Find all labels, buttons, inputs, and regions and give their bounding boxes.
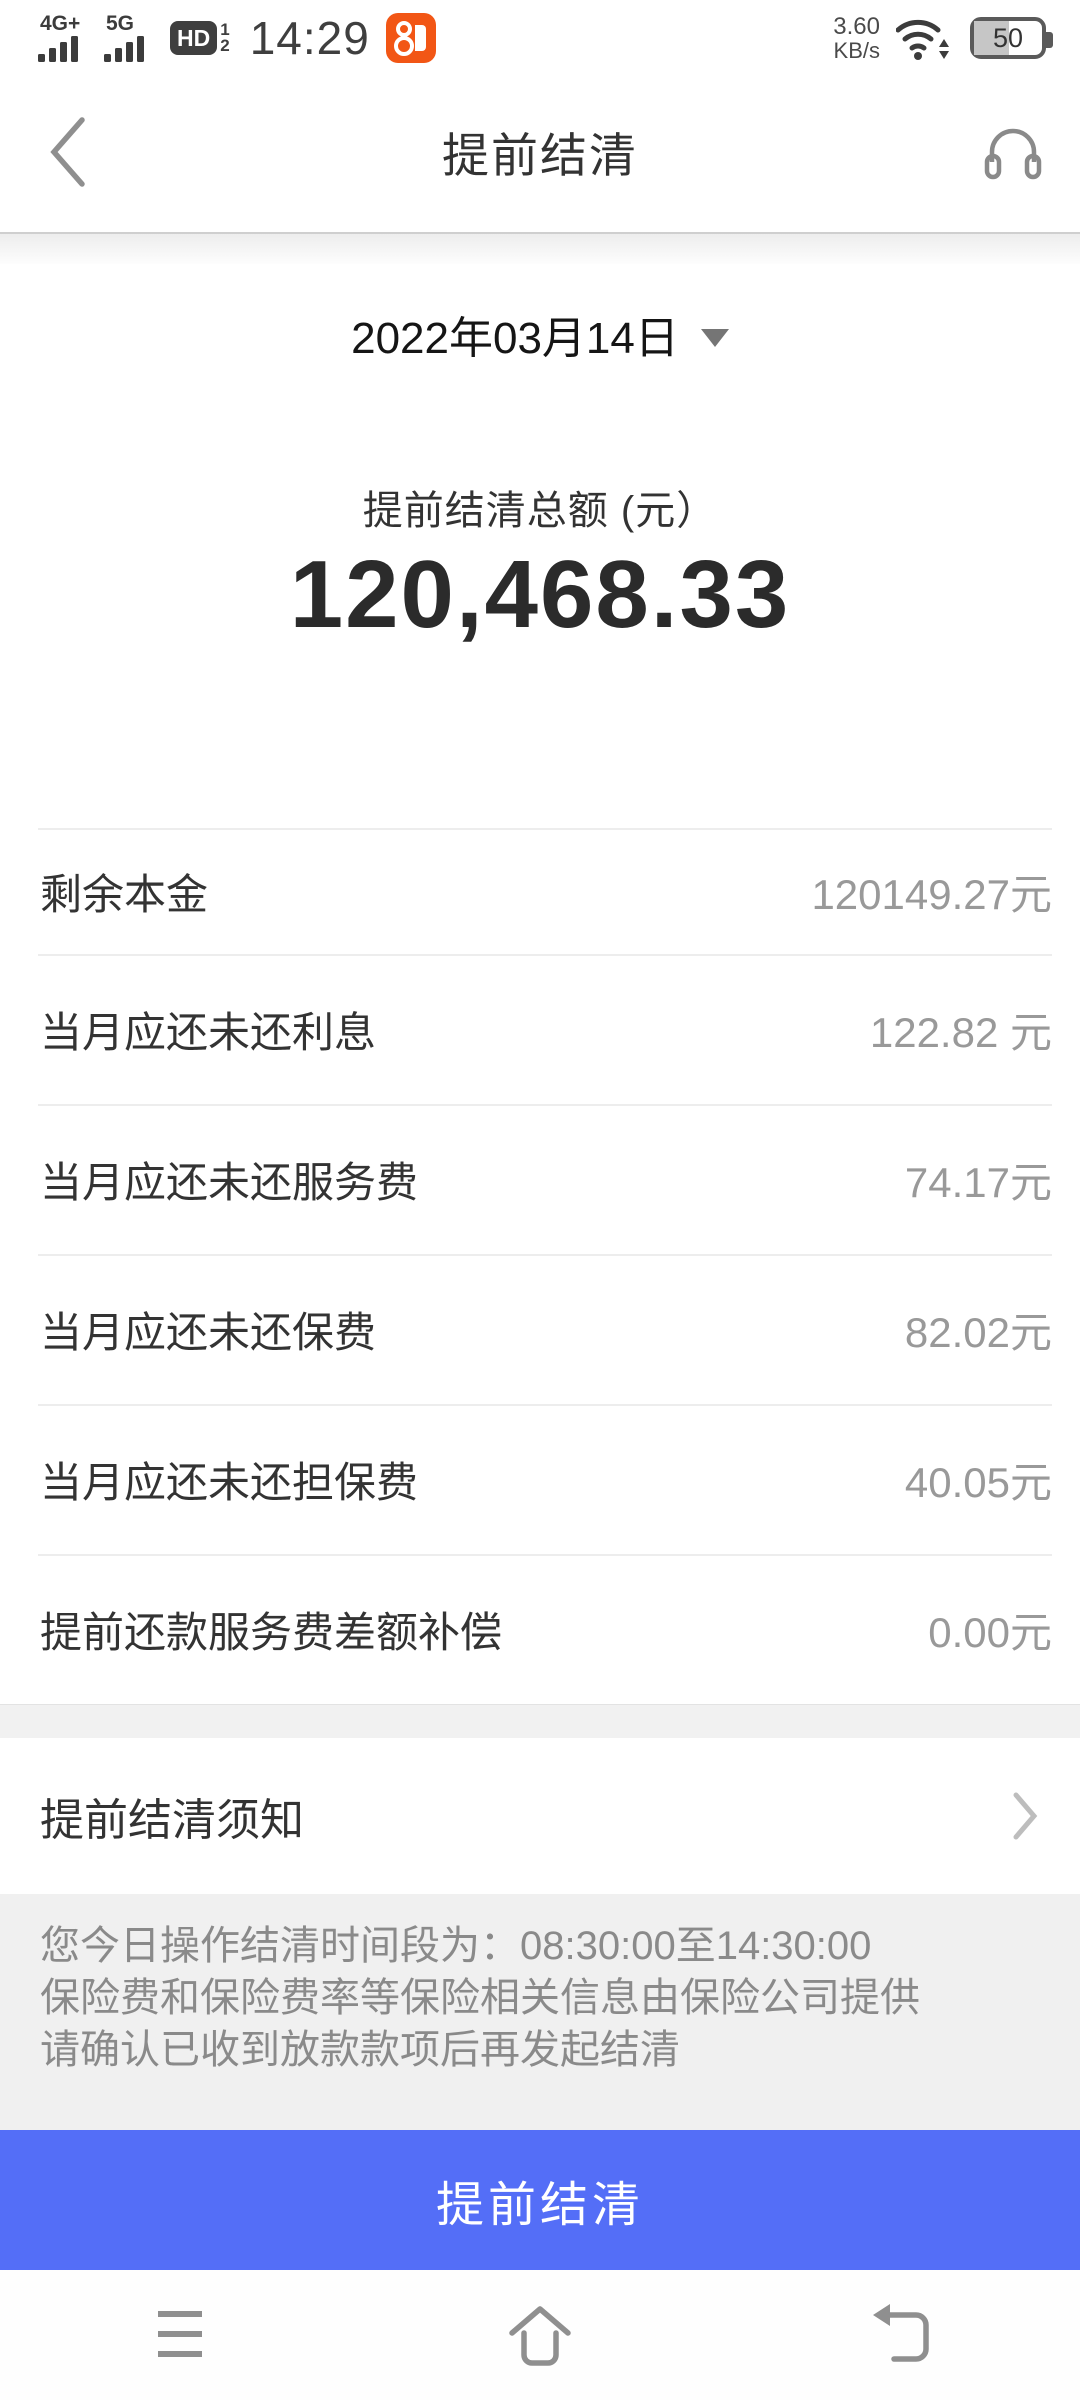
nav-back-button[interactable] xyxy=(720,2299,1080,2371)
net-speed-unit: KB/s xyxy=(833,38,880,63)
row-value: 74.17元 xyxy=(904,1158,1052,1206)
settlement-notice-link[interactable]: 提前结清须知 xyxy=(0,1738,1080,1894)
return-icon xyxy=(873,2304,929,2362)
early-settle-button[interactable]: 提前结清 xyxy=(0,2130,1080,2270)
caret-down-icon xyxy=(700,329,729,347)
kuaishou-app-icon xyxy=(385,13,436,63)
signal-bars-icon xyxy=(104,36,144,62)
clock: 14:29 xyxy=(249,12,370,64)
signal-sim1: 4G+ xyxy=(38,12,84,62)
row-value: 82.02元 xyxy=(904,1308,1052,1356)
back-arrow-icon[interactable] xyxy=(44,114,92,190)
table-row: 当月应还未还利息 122.82 元 xyxy=(0,954,1080,1104)
network-type-sim1: 4G+ xyxy=(40,12,81,35)
chevron-right-icon xyxy=(1013,1792,1038,1840)
table-row: 提前还款服务费差额补偿 0.00元 xyxy=(0,1554,1080,1704)
date-selector[interactable]: 2022年03月14日 xyxy=(351,302,729,366)
nav-menu-button[interactable] xyxy=(0,2300,360,2370)
table-row: 当月应还未还担保费 40.05元 xyxy=(0,1404,1080,1554)
table-row: 当月应还未还保费 82.02元 xyxy=(0,1254,1080,1404)
row-value: 0.00元 xyxy=(928,1608,1052,1656)
summary-section: 2022年03月14日 提前结清总额 (元） 120,468.33 xyxy=(0,264,1080,828)
early-settle-button-label: 提前结清 xyxy=(435,2179,644,2232)
notice-line: 保险费和保险费率等保险相关信息由保险公司提供 xyxy=(40,1976,920,2020)
row-value: 120149.27元 xyxy=(811,870,1052,918)
network-speed: 3.60 KB/s xyxy=(833,14,880,62)
page-title: 提前结清 xyxy=(442,128,638,182)
customer-service-headset-icon[interactable] xyxy=(980,118,1046,184)
row-label: 提前还款服务费差额补偿 xyxy=(40,1608,503,1656)
notice-line: 您今日操作结清时间段为：08:30:00至14:30:00 xyxy=(40,1924,872,1968)
header-divider-band xyxy=(0,232,1080,264)
network-type-sim2: 5G xyxy=(106,12,135,35)
status-right: 3.60 KB/s 50 xyxy=(833,14,1053,62)
signal-sim2: 5G xyxy=(104,12,150,62)
header: 提前结清 xyxy=(0,70,1080,232)
row-label: 当月应还未还担保费 xyxy=(40,1458,419,1506)
row-label: 当月应还未还保费 xyxy=(40,1308,377,1356)
hd-badge: HD xyxy=(170,21,218,55)
detail-list: 剩余本金 120149.27元 当月应还未还利息 122.82 元 当月应还未还… xyxy=(0,828,1080,1704)
status-left: 4G+ 5G HD 1 xyxy=(38,11,436,65)
nav-home-button[interactable] xyxy=(360,2297,720,2373)
row-value: 122.82 元 xyxy=(869,1008,1052,1056)
notice-link-label: 提前结清须知 xyxy=(40,1796,304,1845)
row-label: 当月应还未还利息 xyxy=(40,1008,377,1056)
hd-sim1: 1 xyxy=(220,20,230,39)
wifi-arcs-icon xyxy=(896,19,949,60)
volte-hd-icon: HD 1 2 xyxy=(170,21,230,55)
notice-box: 您今日操作结清时间段为：08:30:00至14:30:00 保险费和保险费率等保… xyxy=(0,1894,1080,2130)
net-speed-value: 3.60 xyxy=(833,13,880,40)
row-label: 当月应还未还服务费 xyxy=(40,1158,419,1206)
battery-icon: 50 xyxy=(970,17,1053,59)
status-bar: 4G+ 5G HD 1 xyxy=(0,0,1080,70)
hd-sim-numbers: 1 2 xyxy=(220,20,230,55)
signal-bars-icon xyxy=(38,36,78,62)
table-row: 当月应还未还服务费 74.17元 xyxy=(0,1104,1080,1254)
battery-fill xyxy=(974,21,1010,55)
row-label: 剩余本金 xyxy=(40,870,209,918)
system-nav-bar xyxy=(0,2270,1080,2400)
battery-percent: 50 xyxy=(992,22,1024,53)
date-value: 2022年03月14日 xyxy=(351,314,679,363)
section-divider-band xyxy=(0,1704,1080,1738)
home-icon xyxy=(509,2306,571,2366)
table-row: 剩余本金 120149.27元 xyxy=(0,828,1080,954)
wifi-icon xyxy=(896,15,952,61)
menu-icon xyxy=(158,2311,202,2357)
hd-sim2: 2 xyxy=(220,36,230,55)
notice-line: 请确认已收到放款款项后再发起结清 xyxy=(40,2028,680,2072)
total-label: 提前结清总额 (元） xyxy=(362,489,718,533)
total-amount: 120,468.33 xyxy=(289,541,791,648)
row-value: 40.05元 xyxy=(904,1458,1052,1506)
